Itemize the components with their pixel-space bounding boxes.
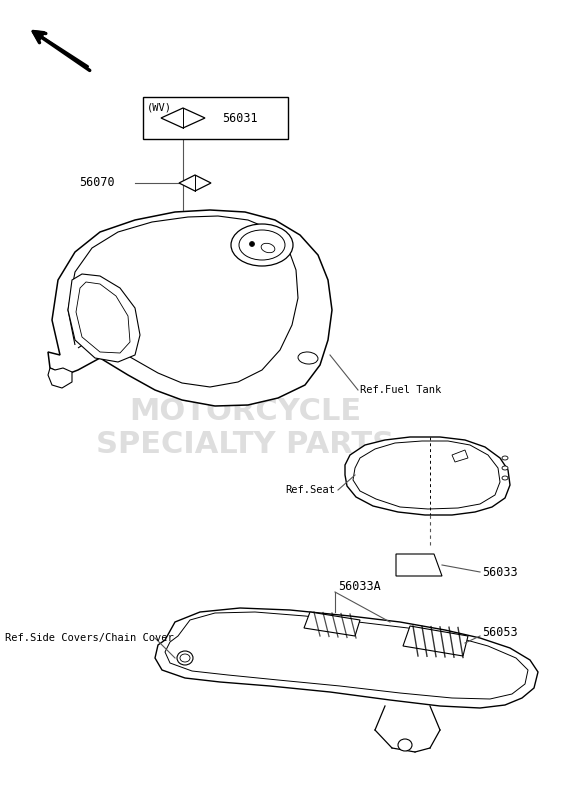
Polygon shape [48,210,332,406]
Ellipse shape [231,224,293,266]
Text: 56031: 56031 [222,111,258,125]
Polygon shape [48,368,72,388]
FancyBboxPatch shape [143,97,288,139]
Polygon shape [345,437,510,515]
Polygon shape [353,441,500,509]
Polygon shape [396,554,442,576]
Text: MOTORCYCLE
SPECIALTY PARTS: MOTORCYCLE SPECIALTY PARTS [96,397,394,459]
Ellipse shape [502,456,508,460]
Text: 56033: 56033 [482,566,517,578]
Text: 56033A: 56033A [338,579,381,593]
Polygon shape [304,612,360,636]
Ellipse shape [398,739,412,751]
Text: (WV): (WV) [147,102,172,112]
Polygon shape [68,274,140,362]
Ellipse shape [180,654,190,662]
Polygon shape [403,626,468,656]
Text: Ref.Side Covers/Chain Cover: Ref.Side Covers/Chain Cover [5,633,174,643]
Text: Ref.Fuel Tank: Ref.Fuel Tank [360,385,442,395]
Ellipse shape [502,466,508,470]
Polygon shape [76,282,130,353]
Text: Ref.Seat: Ref.Seat [285,485,335,495]
Polygon shape [161,108,205,128]
Polygon shape [452,450,468,462]
Text: 56070: 56070 [79,177,115,190]
Ellipse shape [298,352,318,364]
Ellipse shape [239,230,285,260]
Ellipse shape [249,242,255,246]
Ellipse shape [261,243,275,253]
Polygon shape [155,608,538,708]
Ellipse shape [502,476,508,480]
Ellipse shape [177,651,193,665]
Polygon shape [179,175,211,191]
Text: 56053: 56053 [482,626,517,638]
